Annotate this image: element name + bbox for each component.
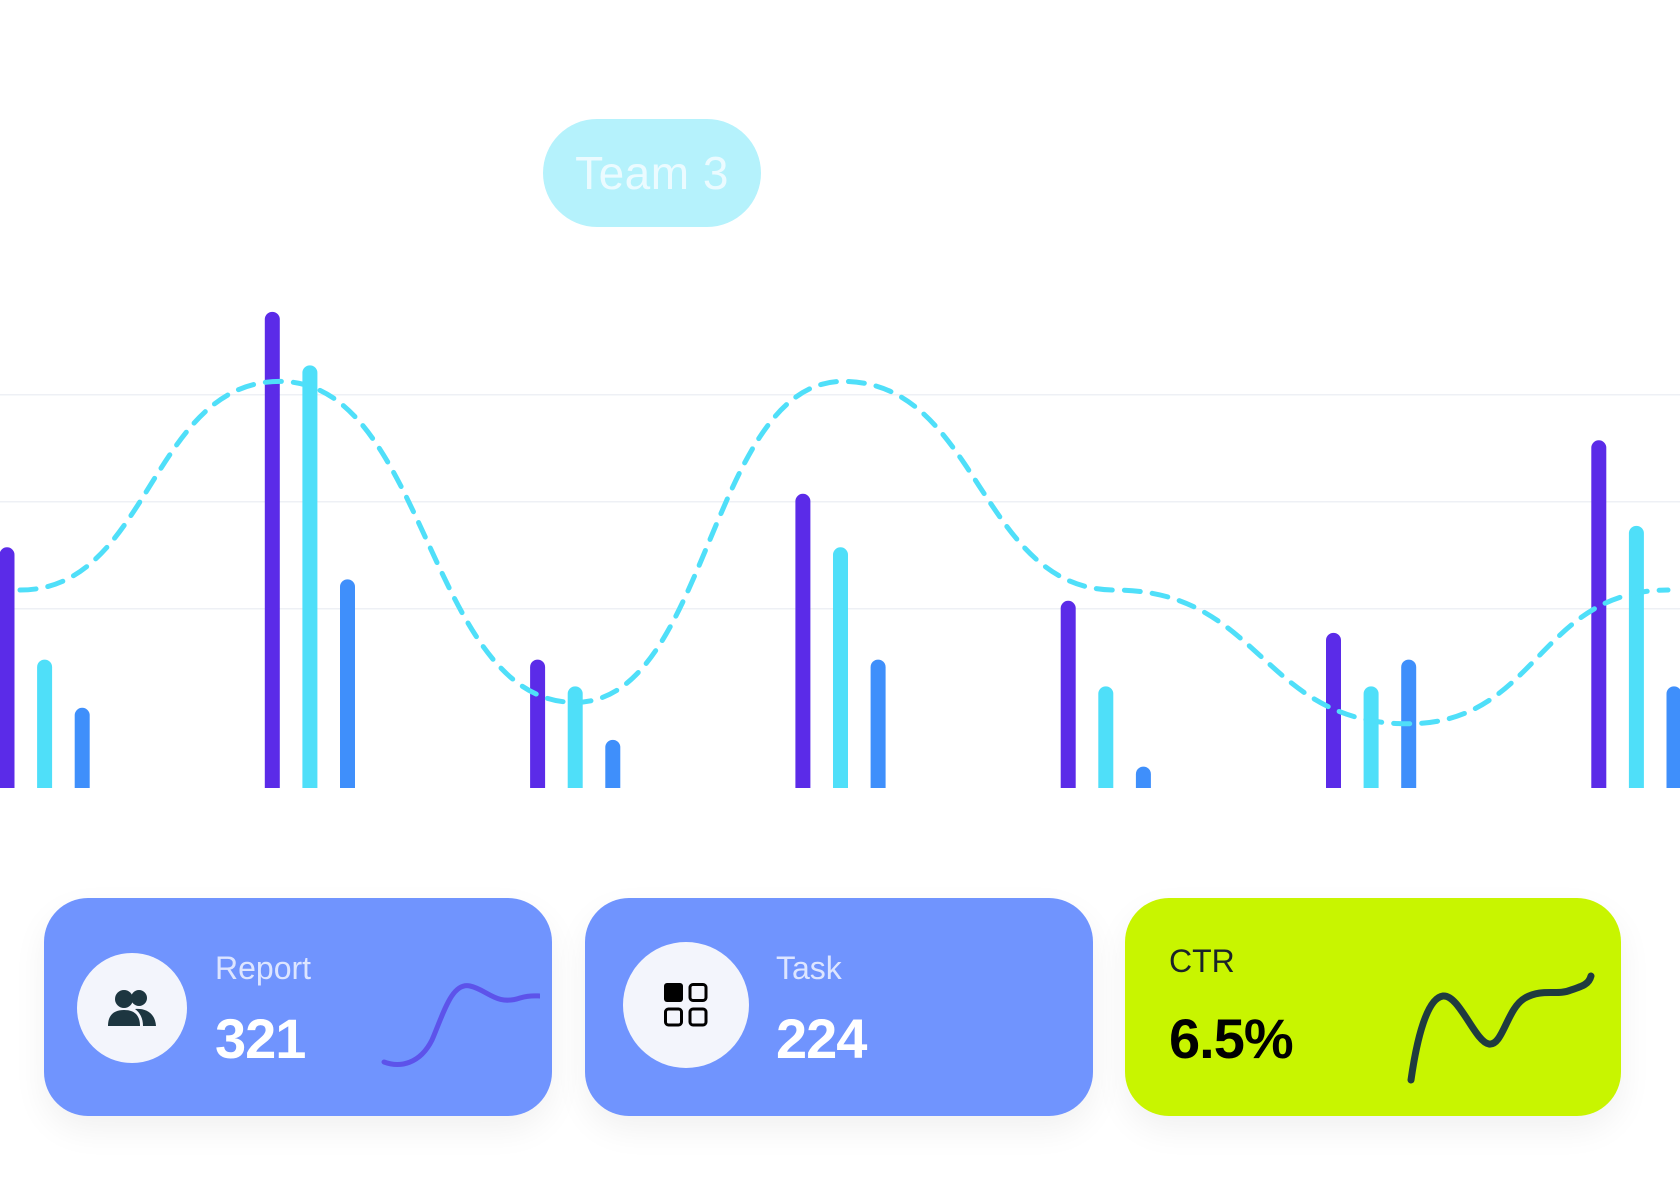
bar <box>340 579 355 800</box>
task-value: 224 <box>776 1007 867 1070</box>
bar <box>795 493 811 800</box>
bar <box>605 739 621 800</box>
team-tooltip: Team 3 <box>543 119 761 227</box>
bar <box>1401 659 1417 800</box>
bar-chart <box>0 311 1680 800</box>
trend-line-group <box>17 378 1671 727</box>
ctr-card[interactable]: CTR 6.5% <box>1125 898 1621 1116</box>
bar-series-group <box>0 311 1680 800</box>
report-value: 321 <box>215 1007 306 1070</box>
bar <box>1060 600 1076 800</box>
bar <box>1591 440 1607 800</box>
bar <box>1666 686 1680 800</box>
bar <box>264 311 280 800</box>
task-label: Task <box>776 950 842 986</box>
bar <box>530 659 546 800</box>
bar <box>0 547 15 800</box>
users-icon <box>108 990 156 1026</box>
bar <box>567 686 583 800</box>
bar <box>1363 686 1379 800</box>
bar <box>302 365 318 800</box>
bar <box>1098 686 1114 800</box>
baseline-mask <box>0 788 1680 800</box>
bar <box>1628 525 1644 800</box>
bar <box>74 707 90 800</box>
report-sparkline <box>381 983 540 1067</box>
bar <box>37 659 53 800</box>
ctr-sparkline <box>1407 972 1595 1084</box>
report-label: Report <box>215 950 312 986</box>
ctr-label: CTR <box>1169 943 1235 979</box>
bar <box>833 547 848 800</box>
bar <box>870 659 886 800</box>
trend-line <box>17 378 1671 727</box>
ctr-value: 6.5% <box>1169 1007 1294 1070</box>
bar <box>1326 632 1341 800</box>
task-card[interactable]: Task 224 <box>585 898 1093 1116</box>
report-card[interactable]: Report 321 <box>44 898 552 1116</box>
report-sparkline-path <box>381 983 540 1067</box>
grid-icon-circle <box>623 942 749 1068</box>
users-icon-circle <box>77 953 187 1063</box>
grid-icon <box>664 983 708 1027</box>
ctr-sparkline-path <box>1407 972 1595 1084</box>
